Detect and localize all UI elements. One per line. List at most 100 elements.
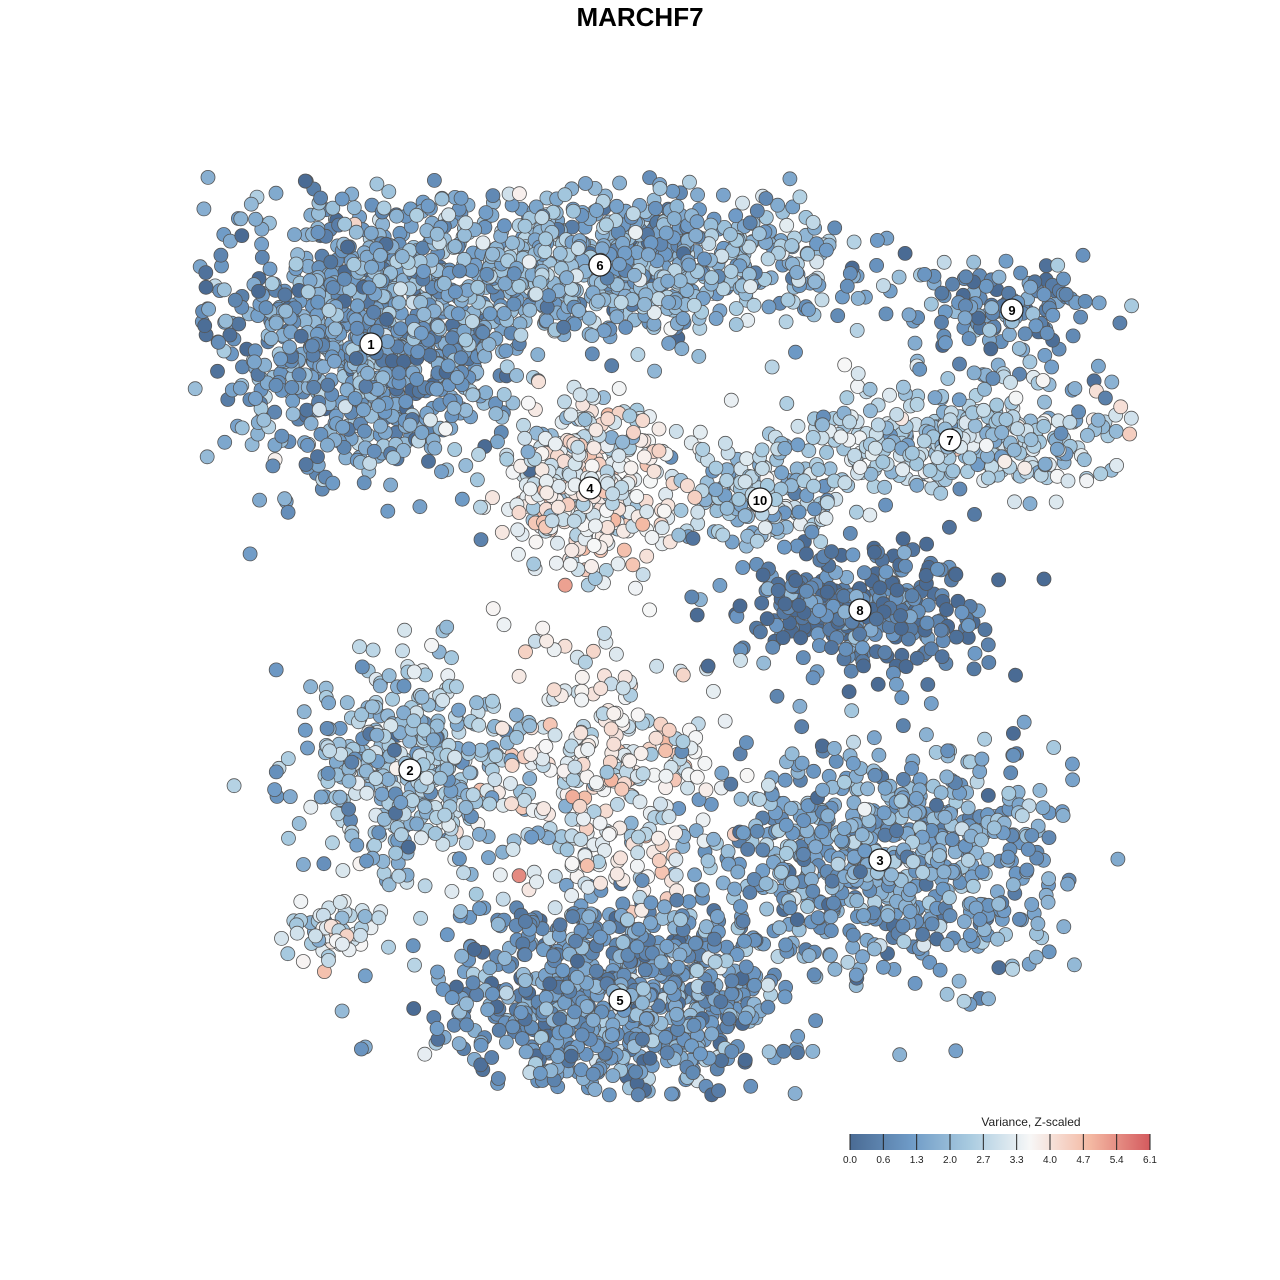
scatter-point	[805, 214, 821, 230]
scatter-point	[504, 796, 519, 812]
scatter-point	[862, 381, 878, 397]
scatter-point	[349, 837, 365, 853]
scatter-point	[609, 866, 625, 882]
scatter-point	[1036, 571, 1052, 587]
scatter-point	[791, 597, 807, 613]
scatter-point	[488, 748, 504, 764]
scatter-point	[581, 909, 597, 925]
scatter-point	[446, 1017, 462, 1033]
scatter-point	[578, 176, 593, 191]
scatter-point	[842, 414, 857, 430]
scatter-point	[196, 201, 212, 217]
scatter-point	[549, 555, 564, 571]
scatter-point	[869, 257, 884, 273]
scatter-point	[961, 618, 976, 633]
scatter-point	[356, 475, 372, 491]
scatter-point	[758, 191, 774, 206]
scatter-point	[779, 396, 795, 411]
scatter-point	[517, 973, 533, 988]
scatter-point	[760, 977, 776, 993]
scatter-point	[826, 895, 841, 911]
scatter-point	[242, 546, 258, 562]
scatter-point	[997, 454, 1013, 469]
scatter-point	[732, 598, 748, 614]
scatter-point	[839, 390, 855, 406]
scatter-point	[496, 387, 512, 402]
scatter-point	[845, 927, 861, 943]
scatter-point	[389, 208, 405, 224]
scatter-point	[794, 755, 810, 771]
scatter-point	[692, 424, 708, 440]
scatter-point	[843, 663, 859, 679]
scatter-point	[827, 220, 843, 236]
scatter-point	[819, 444, 834, 460]
scatter-point	[967, 418, 983, 434]
scatter-point	[1007, 494, 1022, 510]
scatter-point	[1113, 399, 1129, 415]
scatter-point	[690, 187, 705, 203]
scatter-point	[801, 302, 816, 318]
scatter-point	[417, 878, 433, 894]
scatter-point	[878, 564, 894, 580]
scatter-point	[391, 295, 407, 311]
scatter-point	[481, 850, 496, 865]
scatter-point	[856, 658, 871, 674]
scatter-point	[364, 259, 379, 275]
scatter-point	[520, 444, 536, 460]
scatter-point	[552, 245, 568, 261]
scatter-point	[635, 766, 651, 782]
scatter-point	[1065, 772, 1080, 788]
scatter-point	[490, 434, 505, 450]
scatter-point	[371, 910, 387, 926]
scatter-point	[837, 774, 852, 790]
scatter-point	[494, 525, 510, 540]
scatter-point	[325, 200, 341, 216]
scatter-point	[451, 851, 467, 867]
scatter-point	[904, 588, 920, 604]
scatter-point	[755, 567, 771, 583]
scatter-point	[357, 968, 373, 984]
scatter-point	[485, 601, 501, 616]
scatter-point	[630, 347, 646, 362]
scatter-point	[366, 304, 382, 320]
scatter-point	[715, 875, 731, 891]
scatter-point	[587, 1082, 603, 1097]
scatter-point	[281, 830, 296, 846]
scatter-point	[628, 225, 643, 240]
scatter-point	[626, 425, 641, 440]
scatter-point	[937, 809, 953, 825]
scatter-point	[691, 348, 707, 364]
scatter-point	[758, 876, 774, 891]
scatter-point	[793, 630, 809, 646]
scatter-point	[458, 835, 474, 851]
scatter-point	[454, 491, 470, 507]
scatter-point	[605, 486, 620, 502]
scatter-point	[870, 417, 886, 433]
scatter-point	[393, 827, 409, 843]
scatter-point	[642, 1050, 658, 1066]
scatter-point	[557, 394, 572, 410]
scatter-point	[672, 273, 688, 289]
scatter-point	[1093, 466, 1108, 482]
scatter-point	[675, 311, 691, 327]
scatter-point	[316, 856, 332, 872]
scatter-point	[1108, 423, 1124, 439]
scatter-point	[656, 503, 672, 519]
scatter-point	[841, 684, 857, 700]
scatter-point	[480, 1002, 496, 1018]
scatter-point	[274, 428, 290, 444]
scatter-point	[932, 962, 948, 978]
scatter-point	[661, 809, 677, 824]
scatter-point	[673, 912, 688, 927]
scatter-point	[282, 789, 298, 804]
scatter-point	[438, 421, 454, 437]
scatter-point	[706, 931, 722, 947]
scatter-point	[393, 321, 409, 337]
scatter-point	[939, 937, 955, 952]
scatter-point	[856, 565, 872, 580]
scatter-point	[642, 602, 657, 618]
scatter-point	[967, 507, 982, 522]
scatter-point	[558, 1023, 574, 1039]
scatter-point	[735, 913, 751, 929]
scatter-point	[564, 856, 580, 871]
